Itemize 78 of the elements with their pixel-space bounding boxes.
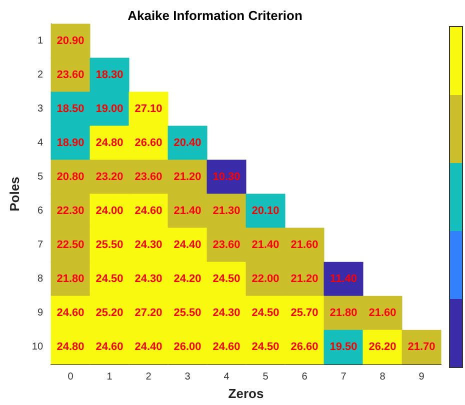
data-label: 25.50: [174, 307, 202, 320]
y-tick-label: 4: [37, 138, 44, 149]
x-tick-label: 0: [68, 372, 74, 383]
data-label: 21.20: [290, 273, 318, 286]
data-label: 21.20: [174, 171, 202, 184]
data-label: 21.70: [408, 341, 436, 354]
data-label: 26.60: [290, 341, 318, 354]
data-label: 26.60: [134, 137, 162, 150]
x-tick-label: 8: [380, 372, 386, 383]
data-label: 20.40: [174, 137, 202, 150]
data-label: 21.60: [290, 239, 318, 252]
data-label: 23.20: [96, 171, 124, 184]
data-label: 20.80: [56, 171, 84, 184]
data-label: 21.60: [368, 307, 396, 320]
x-tick-label: 2: [146, 372, 152, 383]
data-label: 24.30: [212, 307, 240, 320]
data-label: 22.50: [56, 239, 84, 252]
data-label: 20.10: [252, 205, 280, 218]
y-tick-label: 8: [37, 274, 44, 285]
data-label: 21.40: [252, 239, 280, 252]
x-tick-label: 5: [262, 372, 269, 383]
data-label: 26.00: [174, 341, 202, 354]
y-tick-label: 9: [37, 308, 44, 319]
data-label: 25.50: [96, 239, 124, 252]
x-tick-label: 3: [184, 372, 191, 383]
data-label: 24.60: [212, 341, 240, 354]
data-label: 24.60: [56, 307, 84, 320]
data-label: 25.70: [290, 307, 318, 320]
data-label: 11.40: [330, 273, 357, 286]
data-label: 21.80: [330, 307, 358, 320]
data-label: 24.80: [96, 137, 124, 150]
data-label: 19.50: [330, 341, 358, 354]
data-label: 23.60: [212, 239, 240, 252]
data-label: 18.90: [56, 137, 84, 150]
data-label: 24.50: [252, 341, 280, 354]
data-label: 27.10: [134, 103, 162, 116]
data-label: 24.40: [174, 239, 202, 252]
data-label: 19.00: [96, 103, 124, 116]
data-label: 10.30: [212, 171, 240, 184]
y-tick-label: 3: [37, 104, 44, 115]
y-tick-label: 6: [37, 206, 44, 217]
y-tick-label: 5: [37, 172, 44, 183]
data-label: 23.60: [56, 69, 84, 82]
data-label: 24.40: [134, 341, 162, 354]
chart-title: Akaike Information Criterion: [128, 8, 302, 23]
data-label: 18.50: [56, 103, 84, 116]
data-label: 21.80: [56, 273, 84, 286]
x-axis-title: Zeros: [228, 386, 264, 401]
data-label: 18.30: [96, 69, 124, 82]
x-tick-label: 6: [302, 372, 308, 383]
y-axis-title: Poles: [7, 176, 22, 212]
x-tick-label: 7: [340, 372, 347, 383]
data-label: 27.20: [134, 307, 162, 320]
data-label: 23.60: [134, 171, 162, 184]
data-label: 21.30: [212, 205, 240, 218]
y-tick-label: 10: [32, 342, 44, 353]
data-label: 20.90: [56, 35, 84, 48]
y-tick-label: 1: [37, 36, 44, 47]
data-label: 24.50: [96, 273, 124, 286]
data-label: 24.60: [134, 205, 162, 218]
y-tick-label: 2: [37, 70, 44, 81]
data-label: 24.80: [56, 341, 84, 354]
data-label: 22.30: [56, 205, 84, 218]
data-label: 24.50: [252, 307, 280, 320]
data-label: 26.20: [368, 341, 396, 354]
x-tick-label: 1: [106, 372, 113, 383]
x-tick-label: 9: [418, 372, 425, 383]
x-tick-label: 4: [224, 372, 230, 383]
data-label: 24.50: [212, 273, 240, 286]
data-label: 24.60: [96, 341, 124, 354]
data-label: 24.00: [96, 205, 124, 218]
data-label: 21.40: [174, 205, 202, 218]
data-label: 25.20: [96, 307, 124, 320]
data-label: 24.30: [134, 273, 162, 286]
data-label: 24.30: [134, 239, 162, 252]
y-tick-label: 7: [37, 240, 44, 251]
data-label: 24.20: [174, 273, 202, 286]
data-label: 22.00: [252, 273, 280, 286]
